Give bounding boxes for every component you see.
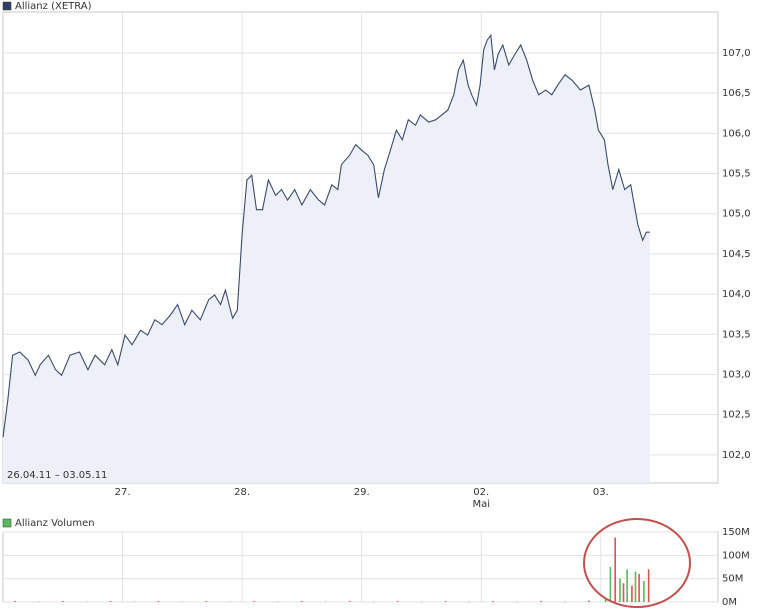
y-tick-label: 103,0 bbox=[722, 369, 751, 380]
legend-label: Allianz (XETRA) bbox=[15, 1, 92, 12]
volume-bar bbox=[301, 601, 303, 602]
y-tick-label: 102,0 bbox=[722, 450, 751, 461]
volume-bar bbox=[61, 601, 64, 602]
y-tick-label: 107,0 bbox=[722, 48, 751, 59]
y-tick-label: 0M bbox=[722, 597, 737, 608]
y-tick-label: 105,5 bbox=[722, 169, 751, 180]
date-range: 26.04.11 – 03.05.11 bbox=[7, 470, 107, 481]
y-tick-label: 106,0 bbox=[722, 128, 751, 139]
volume-bar bbox=[609, 567, 612, 602]
volume-bar bbox=[444, 601, 447, 602]
price-line bbox=[2, 33, 650, 438]
y-tick-label: 100M bbox=[722, 550, 750, 561]
y-tick-label: 150M bbox=[722, 527, 750, 538]
volume-bar bbox=[14, 601, 16, 602]
y-tick-label: 104,0 bbox=[722, 289, 751, 300]
legend-swatch bbox=[2, 518, 12, 528]
volume-bar bbox=[109, 601, 112, 602]
x-tick-label: 02. bbox=[473, 487, 489, 498]
y-tick-label: 50M bbox=[722, 574, 743, 585]
volume-bar bbox=[643, 581, 645, 602]
volume-bar bbox=[604, 598, 607, 602]
y-tick-label: 102,5 bbox=[722, 410, 751, 421]
volume-bar bbox=[540, 601, 542, 602]
x-tick-label: 28. bbox=[234, 487, 250, 498]
price-area bbox=[3, 35, 650, 484]
volume-bar bbox=[253, 601, 255, 602]
x-tick-sublabel: Mai bbox=[472, 499, 490, 510]
volume-bar bbox=[631, 585, 633, 602]
volume-bar bbox=[492, 601, 495, 602]
y-tick-label: 106,5 bbox=[722, 88, 751, 99]
legend-label: Allianz Volumen bbox=[15, 518, 95, 529]
volume-bar bbox=[588, 600, 590, 602]
volume-bar bbox=[396, 601, 399, 602]
x-tick-label: 03. bbox=[593, 487, 609, 498]
volume-bar bbox=[205, 601, 208, 602]
y-tick-label: 105,0 bbox=[722, 209, 751, 220]
volume-bar bbox=[157, 601, 160, 602]
x-tick-label: 29. bbox=[354, 487, 370, 498]
y-tick-label: 103,5 bbox=[722, 329, 751, 340]
volume-bar bbox=[647, 569, 650, 602]
volume-bar bbox=[348, 601, 351, 602]
legend-swatch bbox=[2, 1, 12, 11]
x-tick-label: 27. bbox=[115, 487, 131, 498]
y-tick-label: 104,5 bbox=[722, 249, 751, 260]
volume-bar bbox=[638, 574, 640, 602]
highlight-circle bbox=[583, 518, 691, 608]
volume-bar bbox=[634, 571, 637, 602]
volume-bar bbox=[614, 537, 616, 602]
volume-bar bbox=[619, 578, 621, 602]
volume-bar bbox=[626, 569, 628, 602]
volume-bar bbox=[622, 583, 625, 602]
